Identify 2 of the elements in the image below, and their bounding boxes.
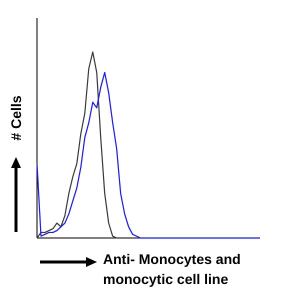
x-axis-title: Anti- Monocytes and monocytic cell line — [103, 251, 241, 287]
y-axis-title: # Cells — [8, 95, 24, 141]
